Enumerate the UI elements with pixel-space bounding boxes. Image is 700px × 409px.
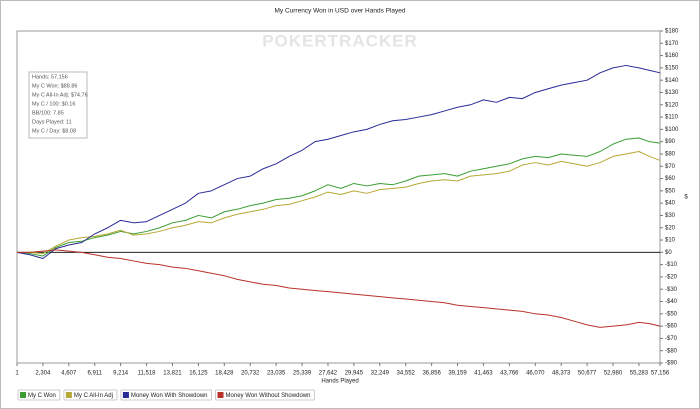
legend-label: Money Won With Showdown: [131, 393, 208, 399]
x-tick-label: 18,428: [215, 371, 234, 377]
y-axis-label: $: [684, 195, 688, 201]
legend-label: Money Won Without Showdown: [226, 393, 311, 399]
x-tick-label: 11,518: [138, 371, 157, 377]
x-tick-label: 32,249: [371, 371, 390, 377]
x-tick-label: 55,283: [630, 371, 649, 377]
legend-swatch: [217, 392, 224, 398]
y-tick-label: $10: [665, 238, 676, 244]
y-tick-label: -$20: [665, 275, 678, 281]
y-tick-label: $180: [665, 29, 679, 35]
legend-item: [17, 389, 61, 401]
y-tick-label: $80: [665, 152, 676, 158]
x-tick-label: 25,339: [293, 371, 312, 377]
y-tick-label: $140: [665, 78, 679, 84]
y-tick-label: -$30: [665, 287, 678, 293]
y-tick-label: $160: [665, 53, 679, 59]
x-tick-label: 39,159: [448, 371, 467, 377]
y-tick-label: $90: [665, 139, 676, 145]
y-tick-label: $170: [665, 41, 679, 47]
x-tick-label: 36,856: [422, 371, 441, 377]
x-tick-label: 34,552: [397, 371, 416, 377]
y-tick-label: -$40: [665, 299, 678, 305]
x-tick-label: 2,304: [35, 371, 51, 377]
info-line: My C / Day: $8.08: [32, 128, 76, 134]
series-line: [16, 64, 661, 259]
x-tick-label: 6,911: [87, 371, 102, 377]
x-tick-label: 46,070: [526, 371, 545, 377]
series-line: [17, 151, 661, 255]
x-tick-label: 48,373: [552, 371, 571, 377]
chart-title: My Currency Won in USD over Hands Played: [274, 8, 405, 15]
info-line: Hands: 57,156: [32, 74, 68, 80]
x-tick-label: 29,945: [345, 371, 364, 377]
y-tick-label: $60: [665, 176, 676, 182]
y-tick-label: -$60: [665, 324, 678, 330]
y-tick-label: $0: [665, 250, 672, 256]
y-tick-label: $50: [665, 188, 676, 194]
y-tick-label: -$80: [665, 348, 678, 354]
legend-item: [215, 389, 315, 401]
x-tick-label: 13,821: [163, 371, 182, 377]
legend-item: [63, 389, 118, 401]
x-tick-label: 41,463: [474, 371, 493, 377]
x-tick-label: 9,214: [113, 371, 129, 377]
y-tick-label: $20: [665, 225, 676, 231]
y-tick-label: $150: [665, 65, 679, 71]
y-tick-label: -$50: [665, 311, 678, 317]
legend-swatch: [65, 392, 72, 398]
x-tick-label: 1: [15, 371, 19, 377]
y-tick-label: $110: [665, 115, 679, 121]
x-tick-label: 52,980: [604, 371, 623, 377]
y-tick-label: $100: [665, 127, 679, 133]
watermark: POKERTRACKER: [262, 31, 418, 50]
legend-item: [120, 389, 213, 401]
x-tick-label: 27,642: [319, 371, 338, 377]
info-line: My C Won: $88.86: [32, 83, 77, 89]
legend-swatch: [122, 392, 129, 398]
y-tick-label: -$70: [665, 336, 678, 342]
y-tick-label: -$90: [665, 361, 678, 367]
legend-label: My C Won: [28, 393, 56, 399]
info-box: [28, 71, 88, 139]
y-tick-label: $30: [665, 213, 676, 219]
y-tick-label: $120: [665, 102, 679, 108]
x-tick-label: 20,732: [241, 371, 260, 377]
y-tick-label: $70: [665, 164, 676, 170]
plot-border: [16, 30, 661, 364]
x-tick-label: 57,156: [651, 371, 670, 377]
y-tick-label: $130: [665, 90, 679, 96]
info-line: My C All-In Adj: $74.76: [32, 92, 88, 98]
x-tick-label: 50,677: [578, 371, 597, 377]
info-line: Days Played: 11: [32, 119, 72, 125]
info-line: BB/100: 7.85: [32, 110, 64, 116]
legend-label: My C All-In Adj: [74, 393, 113, 399]
x-tick-label: 16,125: [189, 371, 208, 377]
series-line: [17, 249, 661, 328]
y-tick-label: $40: [665, 201, 676, 207]
x-tick-label: 23,035: [267, 371, 286, 377]
info-line: My C / 100: $0.16: [32, 101, 75, 107]
x-tick-label: 43,766: [500, 371, 519, 377]
x-tick-label: 4,607: [61, 371, 77, 377]
x-axis-label: Hands Played: [321, 379, 358, 385]
legend-swatch: [20, 392, 26, 398]
y-tick-label: -$10: [665, 262, 678, 268]
